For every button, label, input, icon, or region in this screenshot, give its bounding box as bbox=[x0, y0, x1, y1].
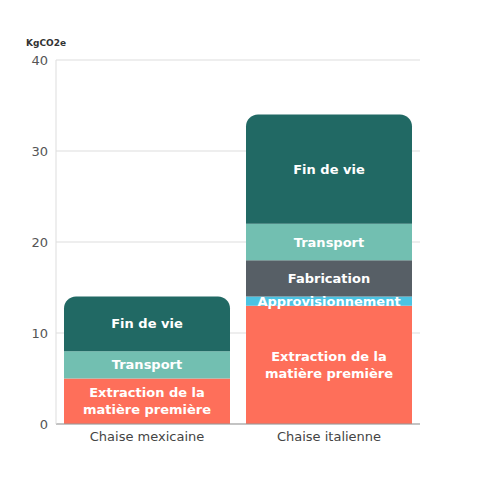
html-text:KgCO2e: KgCO2e bbox=[26, 38, 66, 48]
svg-text:0: 0 bbox=[40, 417, 48, 432]
svg-text:Chaise italienne: Chaise italienne bbox=[277, 429, 381, 444]
svg-text:10: 10 bbox=[31, 326, 48, 341]
svg-text:Fabrication: Fabrication bbox=[288, 271, 370, 286]
svg-text:Chaise mexicaine: Chaise mexicaine bbox=[90, 429, 205, 444]
svg-text:Extraction de lamatière premiè: Extraction de lamatière première bbox=[265, 349, 393, 381]
svg-text:Transport: Transport bbox=[112, 357, 182, 372]
svg-text:Approvisionnement: Approvisionnement bbox=[257, 294, 400, 309]
svg-text:Fin de vie: Fin de vie bbox=[111, 316, 183, 331]
svg-text:Extraction de lamatière premiè: Extraction de lamatière première bbox=[83, 385, 211, 417]
svg-text:20: 20 bbox=[31, 235, 48, 250]
svg-text:Transport: Transport bbox=[294, 235, 364, 250]
svg-text:30: 30 bbox=[31, 144, 48, 159]
svg-text:40: 40 bbox=[31, 53, 48, 68]
svg-text:Fin de vie: Fin de vie bbox=[293, 162, 365, 177]
